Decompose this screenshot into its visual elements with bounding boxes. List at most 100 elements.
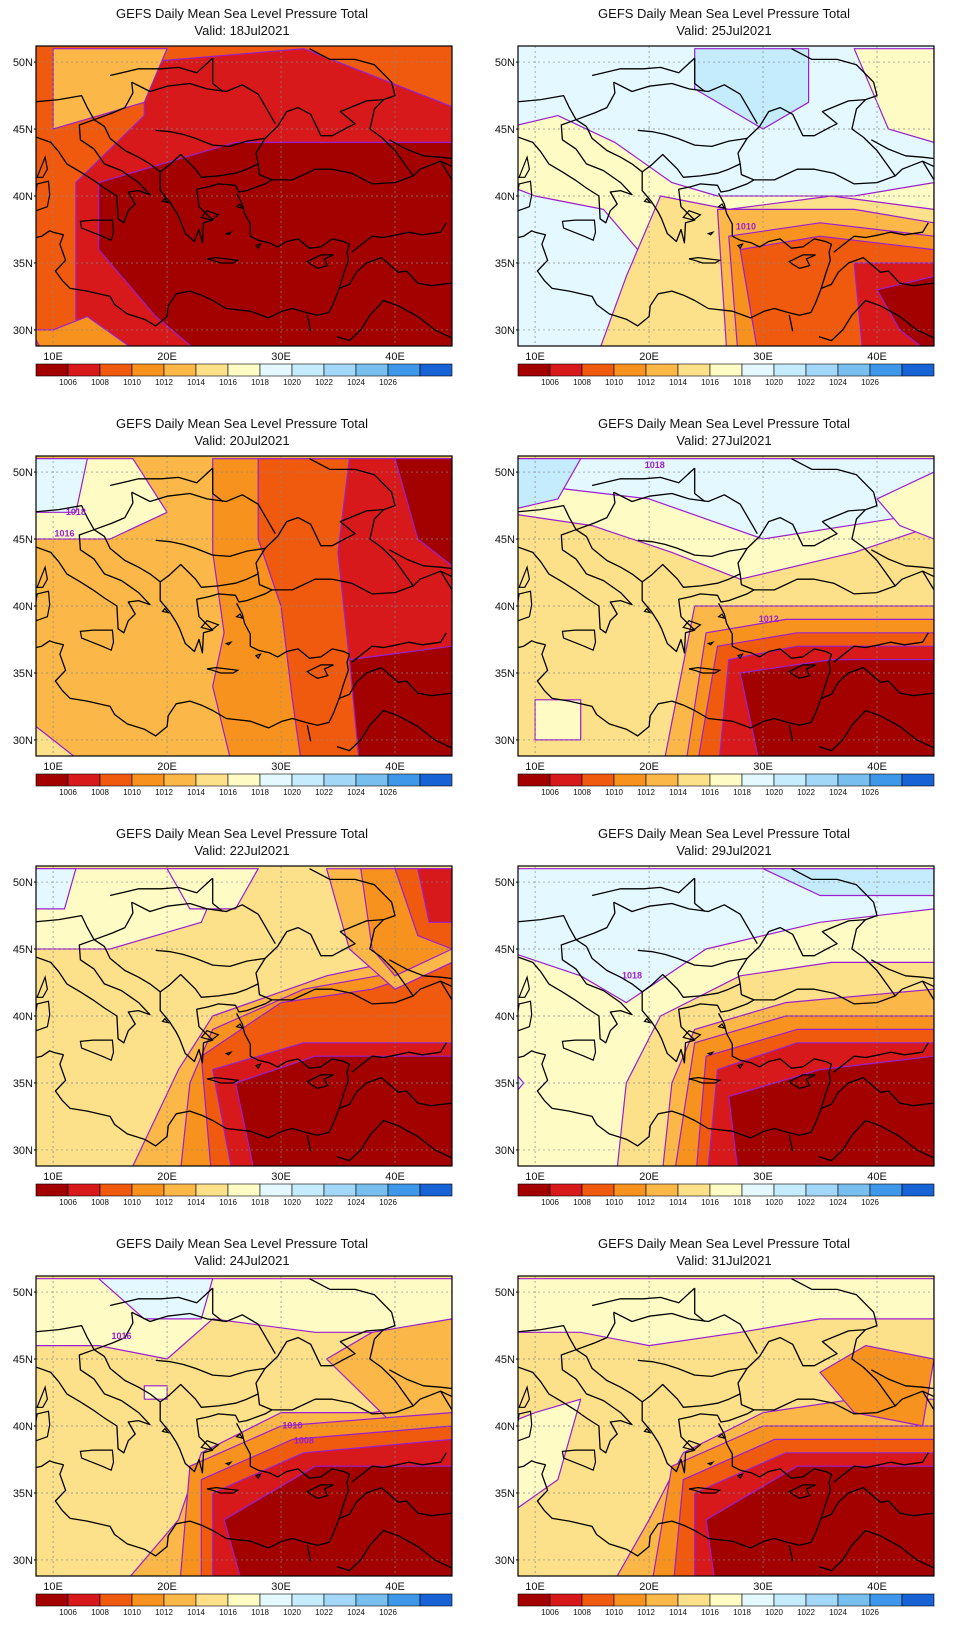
island-outline bbox=[36, 1000, 51, 1032]
colorbar-swatch bbox=[549, 773, 583, 787]
colorbar-swatch bbox=[645, 1593, 679, 1607]
island-outline bbox=[224, 1461, 233, 1466]
colorbar-swatch bbox=[419, 1593, 453, 1607]
colorbar-swatch bbox=[67, 773, 101, 787]
pressure-field bbox=[36, 46, 452, 346]
colorbar-label: 1012 bbox=[637, 1198, 655, 1207]
colorbar-swatch bbox=[613, 1183, 647, 1197]
panel-valid-date: Valid: 18Jul2021 bbox=[194, 23, 289, 38]
coastline bbox=[575, 1312, 616, 1351]
island-outline bbox=[518, 1385, 531, 1408]
pressure-contour-region bbox=[36, 458, 88, 513]
colorbar-swatch bbox=[709, 1183, 743, 1197]
coastline bbox=[351, 645, 373, 663]
colorbar-swatch bbox=[517, 1593, 551, 1607]
island-outline bbox=[36, 565, 49, 588]
coastline bbox=[518, 1012, 833, 1147]
colorbar-label: 1018 bbox=[733, 1198, 751, 1207]
pressure-contour-region bbox=[728, 1055, 934, 1166]
colorbar-label: 1018 bbox=[733, 1608, 751, 1617]
map-panel-20Jul2021: GEFS Daily Mean Sea Level Pressure Total… bbox=[13, 416, 453, 797]
coastline bbox=[440, 160, 452, 181]
map-panel-29Jul2021: GEFS Daily Mean Sea Level Pressure Total… bbox=[495, 826, 935, 1207]
lat-tick-label: 35N bbox=[13, 1488, 33, 1500]
lon-tick-label: 20E bbox=[639, 351, 659, 363]
island-outline bbox=[688, 1076, 722, 1084]
panel-valid-date: Valid: 25Jul2021 bbox=[676, 23, 771, 38]
colorbar-swatch bbox=[837, 1183, 871, 1197]
colorbar-swatch bbox=[837, 363, 871, 377]
island-outline bbox=[561, 629, 597, 652]
colorbar-swatch bbox=[163, 773, 197, 787]
colorbar-swatch bbox=[773, 1183, 807, 1197]
coastline bbox=[788, 725, 794, 742]
colorbar-label: 1008 bbox=[91, 788, 109, 797]
pressure-contour-region bbox=[534, 699, 582, 741]
coastline bbox=[388, 139, 452, 160]
panel-title: GEFS Daily Mean Sea Level Pressure Total bbox=[116, 1236, 368, 1251]
colorbar-label: 1012 bbox=[637, 378, 655, 387]
lon-tick-label: 20E bbox=[639, 761, 659, 773]
coastline bbox=[306, 315, 312, 332]
panel-valid-date: Valid: 20Jul2021 bbox=[194, 433, 289, 448]
coastline bbox=[591, 57, 696, 77]
island-outline bbox=[736, 243, 744, 250]
coastline bbox=[641, 153, 741, 178]
colorbar-swatch bbox=[709, 773, 743, 787]
panel-valid-date: Valid: 24Jul2021 bbox=[194, 1253, 289, 1268]
island-outline bbox=[682, 619, 702, 631]
colorbar-swatch bbox=[901, 1183, 935, 1197]
colorbar-swatch bbox=[291, 363, 325, 377]
panel-title: GEFS Daily Mean Sea Level Pressure Total bbox=[598, 416, 850, 431]
colorbar-label: 1006 bbox=[541, 1198, 559, 1207]
coastline bbox=[36, 1324, 95, 1351]
colorbar-swatch bbox=[901, 363, 935, 377]
colorbar-swatch bbox=[419, 1183, 453, 1197]
island-outline bbox=[36, 1410, 51, 1442]
coastline bbox=[412, 160, 452, 177]
colorbar-label: 1016 bbox=[701, 378, 719, 387]
coastline bbox=[212, 468, 224, 503]
colorbar-label: 1006 bbox=[541, 1608, 559, 1617]
coastline bbox=[518, 918, 896, 1064]
coastline bbox=[36, 192, 351, 327]
colorbar-swatch bbox=[805, 363, 839, 377]
contour-label: 1008 bbox=[294, 1435, 314, 1445]
panel-title: GEFS Daily Mean Sea Level Pressure Total bbox=[598, 826, 850, 841]
colorbar-swatch bbox=[837, 1593, 871, 1607]
lat-tick-label: 35N bbox=[13, 668, 33, 680]
colorbar-label: 1020 bbox=[283, 788, 301, 797]
lon-tick-label: 20E bbox=[157, 1171, 177, 1183]
lat-tick-label: 40N bbox=[13, 1421, 33, 1433]
coastline bbox=[518, 192, 833, 327]
colorbar-label: 1014 bbox=[669, 788, 687, 797]
colorbar-swatch bbox=[549, 363, 583, 377]
colorbar-swatch bbox=[163, 363, 197, 377]
colorbar-label: 1020 bbox=[765, 788, 783, 797]
colorbar-label: 1020 bbox=[283, 1198, 301, 1207]
lat-tick-label: 45N bbox=[13, 1354, 33, 1366]
island-outline bbox=[224, 1051, 233, 1056]
colorbar-label: 1008 bbox=[573, 788, 591, 797]
coastline bbox=[820, 256, 934, 290]
colorbar-label: 1010 bbox=[123, 378, 141, 387]
coastline bbox=[155, 129, 266, 148]
panel-title: GEFS Daily Mean Sea Level Pressure Total bbox=[116, 416, 368, 431]
coastline bbox=[388, 549, 452, 570]
lat-tick-label: 40N bbox=[13, 191, 33, 203]
island-outline bbox=[235, 1433, 244, 1440]
coastline bbox=[518, 602, 833, 737]
colorbar-label: 1014 bbox=[187, 378, 205, 387]
coastline bbox=[820, 1076, 934, 1110]
lon-tick-label: 20E bbox=[639, 1581, 659, 1593]
island-outline bbox=[224, 231, 233, 236]
lon-tick-label: 30E bbox=[753, 1171, 773, 1183]
panel-valid-date: Valid: 31Jul2021 bbox=[676, 1253, 771, 1268]
colorbar-label: 1006 bbox=[59, 788, 77, 797]
coastline bbox=[309, 868, 396, 921]
pressure-contour-region bbox=[36, 315, 131, 346]
island-outline bbox=[518, 155, 531, 178]
pressure-contour-region bbox=[143, 1385, 168, 1400]
colorbar-label: 1026 bbox=[861, 1608, 879, 1617]
coastline bbox=[336, 1529, 452, 1572]
